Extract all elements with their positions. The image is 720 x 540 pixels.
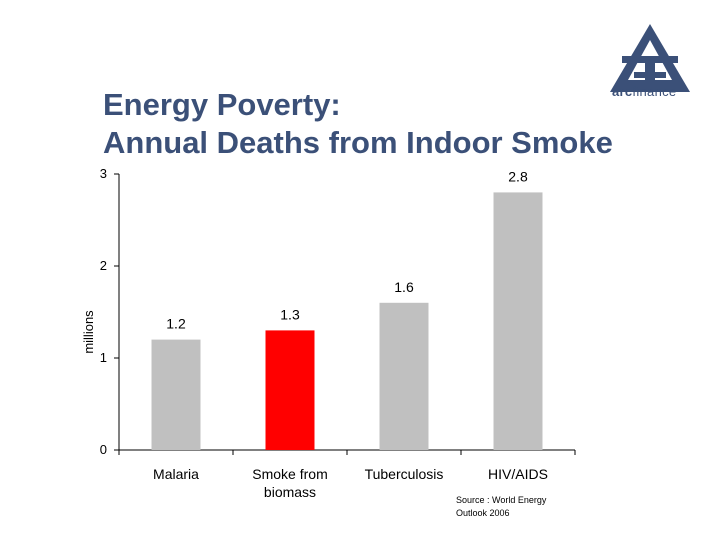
data-label: 1.6 xyxy=(394,279,414,295)
page-title: Energy Poverty: Annual Deaths from Indoo… xyxy=(103,86,613,162)
source-line-1: Source : World Energy xyxy=(456,495,547,505)
x-tick-label: Tuberculosis xyxy=(365,466,444,482)
bar xyxy=(265,330,315,450)
y-tick-label: 2 xyxy=(100,258,107,273)
x-tick-label: Malaria xyxy=(153,466,199,482)
title-line-1: Energy Poverty: xyxy=(103,87,341,122)
logo-wordmark: arcfinance xyxy=(612,84,676,99)
bar xyxy=(493,192,543,450)
data-label: 2.8 xyxy=(508,168,528,184)
chart-layer: 0 1 2 3 millions 1.2 Malaria 1.3 Smoke from bioma… xyxy=(81,166,576,500)
y-tick-label: 3 xyxy=(100,166,107,181)
data-label: 1.3 xyxy=(280,306,300,322)
title-line-2: Annual Deaths from Indoor Smoke xyxy=(103,125,613,160)
data-label: 1.2 xyxy=(166,316,186,332)
source-line-2: Outlook 2006 xyxy=(456,508,510,518)
x-tick-label: Smoke from xyxy=(252,466,327,482)
y-axis-label: millions xyxy=(81,310,96,354)
bar xyxy=(379,302,429,450)
source-note: Source : World Energy Outlook 2006 xyxy=(456,494,586,520)
y-tick-label: 1 xyxy=(100,350,107,365)
logo-text-bold: arc xyxy=(612,84,633,99)
y-tick-label: 0 xyxy=(100,442,107,457)
x-tick-label: biomass xyxy=(264,484,316,500)
bar xyxy=(151,339,201,450)
logo-text-rest: finance xyxy=(632,84,677,99)
x-tick-label: HIV/AIDS xyxy=(488,466,548,482)
arc-finance-logo-icon xyxy=(610,24,690,92)
